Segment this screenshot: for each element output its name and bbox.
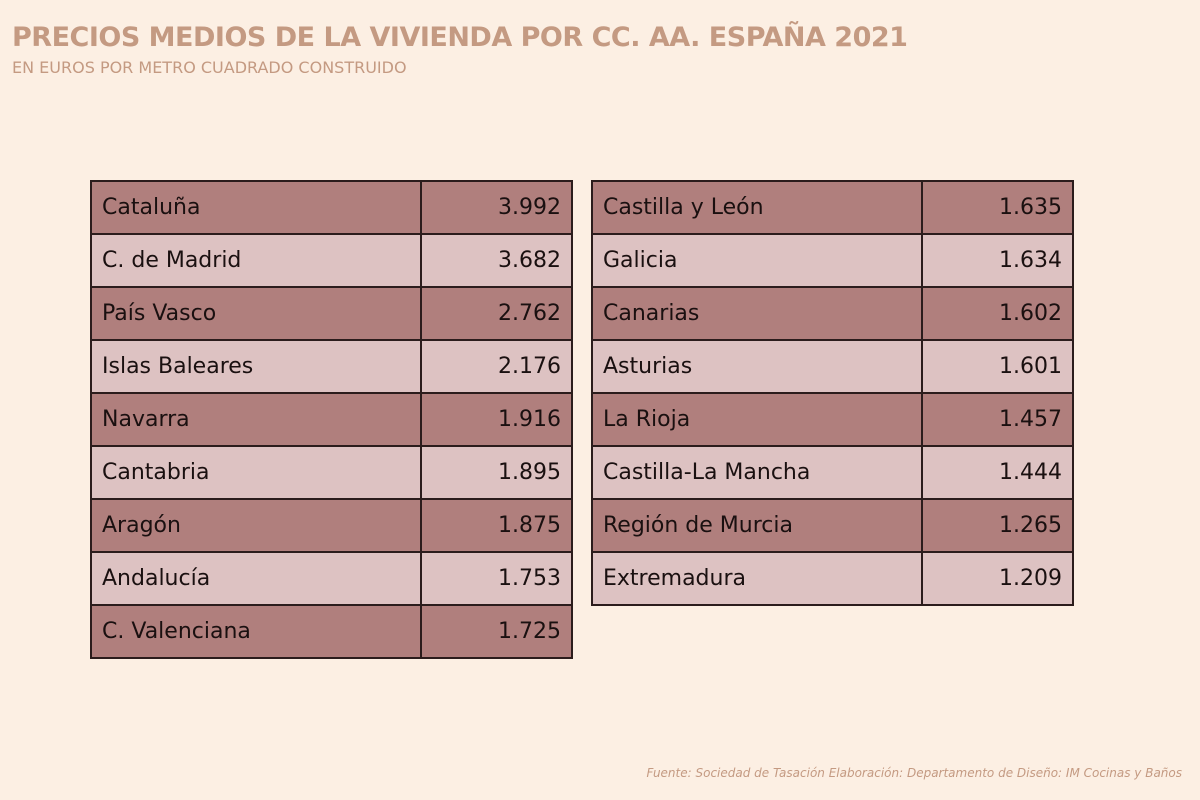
table-row: La Rioja 1.457 [591,392,1074,447]
table-row: Aragón 1.875 [90,498,573,553]
region-name: Extremadura [591,551,923,606]
table-row: Cantabria 1.895 [90,445,573,500]
region-name: C. de Madrid [90,233,422,288]
region-price: 2.762 [420,286,573,341]
region-price: 1.457 [921,392,1074,447]
table-row: C. de Madrid 3.682 [90,233,573,288]
region-price: 1.895 [420,445,573,500]
table-row: Canarias 1.602 [591,286,1074,341]
table-row: Navarra 1.916 [90,392,573,447]
region-price: 1.602 [921,286,1074,341]
region-price: 1.209 [921,551,1074,606]
source-note: Fuente: Sociedad de Tasación Elaboración… [646,766,1182,780]
table-row: Castilla y León 1.635 [591,180,1074,235]
region-name: Región de Murcia [591,498,923,553]
region-price: 1.725 [420,604,573,659]
chart-subtitle: EN EUROS POR METRO CUADRADO CONSTRUIDO [12,58,407,77]
region-price: 1.635 [921,180,1074,235]
region-price: 1.916 [420,392,573,447]
region-name: Andalucía [90,551,422,606]
region-price: 3.992 [420,180,573,235]
table-row: Andalucía 1.753 [90,551,573,606]
region-name: Cantabria [90,445,422,500]
table-row: Extremadura 1.209 [591,551,1074,606]
table-row: Islas Baleares 2.176 [90,339,573,394]
region-price: 1.634 [921,233,1074,288]
region-price: 1.601 [921,339,1074,394]
region-name: Canarias [591,286,923,341]
region-name: Castilla-La Mancha [591,445,923,500]
region-price: 1.444 [921,445,1074,500]
region-name: Islas Baleares [90,339,422,394]
region-name: Navarra [90,392,422,447]
region-price: 1.265 [921,498,1074,553]
region-price: 2.176 [420,339,573,394]
table-row: Asturias 1.601 [591,339,1074,394]
region-name: La Rioja [591,392,923,447]
region-name: País Vasco [90,286,422,341]
region-name: Cataluña [90,180,422,235]
table-row: Galicia 1.634 [591,233,1074,288]
price-table-right: Castilla y León 1.635 Galicia 1.634 Canarias… [591,180,1074,606]
table-row: Cataluña 3.992 [90,180,573,235]
table-row: C. Valenciana 1.725 [90,604,573,659]
region-name: Aragón [90,498,422,553]
table-row: Región de Murcia 1.265 [591,498,1074,553]
table-row: País Vasco 2.762 [90,286,573,341]
chart-title: PRECIOS MEDIOS DE LA VIVIENDA POR CC. AA… [12,22,908,53]
region-price: 1.753 [420,551,573,606]
region-name: Castilla y León [591,180,923,235]
region-price: 3.682 [420,233,573,288]
table-row: Castilla-La Mancha 1.444 [591,445,1074,500]
region-name: Galicia [591,233,923,288]
region-price: 1.875 [420,498,573,553]
price-table-left: Cataluña 3.992 C. de Madrid 3.682 País Vasco… [90,180,573,659]
region-name: C. Valenciana [90,604,422,659]
region-name: Asturias [591,339,923,394]
